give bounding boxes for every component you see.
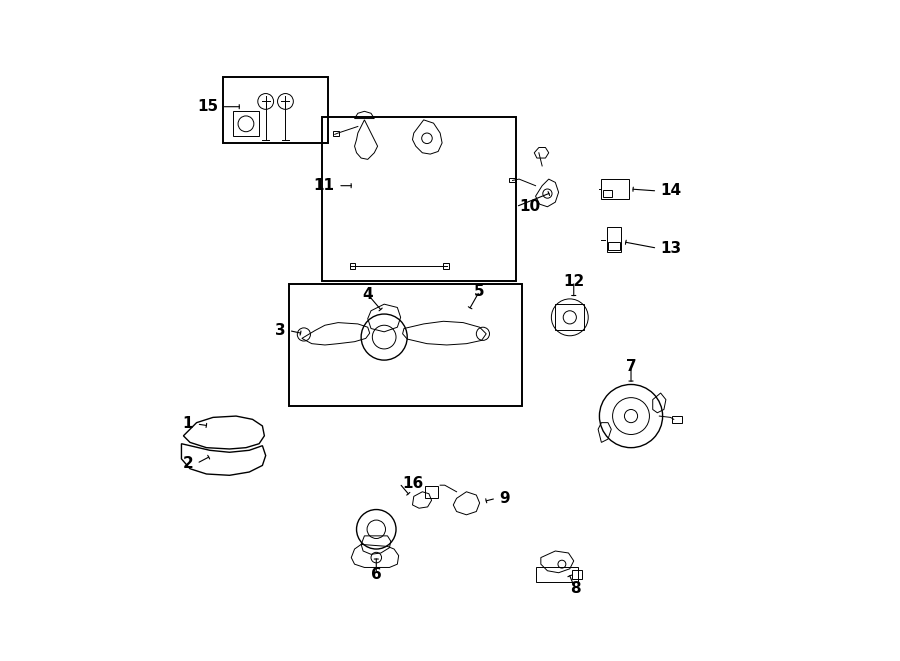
- Text: 16: 16: [402, 476, 424, 490]
- Text: 11: 11: [314, 178, 335, 193]
- Bar: [350, 263, 356, 268]
- Text: 14: 14: [661, 184, 682, 198]
- Bar: [444, 263, 449, 268]
- Text: 2: 2: [183, 456, 194, 471]
- Text: 10: 10: [519, 199, 540, 214]
- Bar: [672, 416, 682, 422]
- Bar: [555, 304, 584, 330]
- Bar: [572, 570, 582, 579]
- Bar: [233, 111, 259, 136]
- Bar: [289, 284, 522, 407]
- Bar: [333, 131, 339, 136]
- Text: 9: 9: [500, 491, 510, 506]
- Bar: [601, 179, 629, 199]
- Bar: [536, 567, 579, 582]
- Bar: [607, 227, 621, 252]
- Text: 6: 6: [371, 566, 382, 582]
- Text: 12: 12: [563, 274, 584, 289]
- Text: 1: 1: [183, 416, 194, 432]
- Bar: [603, 190, 612, 197]
- Text: 3: 3: [274, 323, 285, 338]
- Text: 13: 13: [661, 241, 682, 256]
- Text: 15: 15: [197, 99, 219, 114]
- Text: 8: 8: [570, 581, 580, 596]
- Text: 4: 4: [363, 287, 373, 302]
- Bar: [509, 178, 516, 182]
- Text: 7: 7: [626, 359, 636, 374]
- Bar: [608, 243, 620, 251]
- Bar: [223, 77, 328, 143]
- Text: 5: 5: [474, 284, 485, 299]
- Bar: [425, 486, 438, 498]
- Bar: [321, 116, 516, 281]
